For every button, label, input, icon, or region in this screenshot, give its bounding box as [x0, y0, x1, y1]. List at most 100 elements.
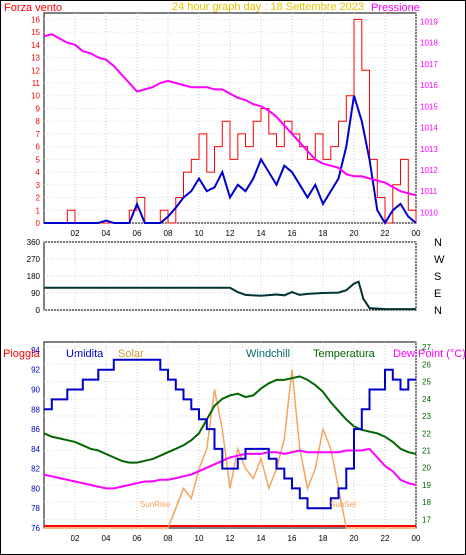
temperature-tick-label: 18 — [422, 498, 431, 507]
wind-tick-label: 7 — [36, 130, 41, 139]
legend-windchill: Windchill — [246, 348, 290, 360]
temperature-tick-label: 26 — [422, 360, 431, 369]
sunset-label: SunSet — [330, 500, 357, 509]
temperature-tick-label: 19 — [422, 481, 431, 490]
direction-axis-ticks: 0 90 180 270 360 — [27, 238, 41, 315]
env-hour-label: 08 — [164, 534, 173, 543]
env-hour-label: 14 — [257, 534, 266, 543]
humidity-tick-label: 92 — [31, 366, 40, 375]
humidity-tick-label: 94 — [31, 346, 40, 355]
wind-axis-label: Forza vento — [4, 2, 62, 14]
wind-tick-label: 14 — [31, 41, 40, 50]
wind-tick-label: 8 — [36, 117, 41, 126]
legend-temperature: Temperatura — [313, 348, 376, 360]
humidity-tick-label: 88 — [31, 405, 40, 414]
humidity-tick-label: 86 — [31, 425, 40, 434]
env-hour-label: 10 — [195, 534, 204, 543]
humidity-line — [44, 358, 416, 510]
direction-tick-label: 180 — [27, 272, 41, 281]
env-hour-label: 12 — [226, 534, 235, 543]
humidity-tick-label: 90 — [31, 385, 40, 394]
pressure-tick-label: 1010 — [420, 208, 438, 217]
humidity-axis-ticks: 76 78 80 82 84 86 88 90 92 94 — [31, 346, 40, 533]
wind-hour-label: 22 — [381, 229, 390, 238]
chart-title: 24 hour graph day : 18 Settembre 2023 — [172, 1, 364, 13]
wind-tick-label: 9 — [36, 104, 41, 113]
wind-tick-label: 5 — [36, 155, 41, 164]
env-hour-label: 18 — [319, 534, 328, 543]
wind-hour-label: 16 — [288, 229, 297, 238]
wind-tick-label: 11 — [32, 79, 41, 88]
pressure-tick-label: 1011 — [420, 187, 438, 196]
env-hour-label: 16 — [288, 534, 297, 543]
wind-tick-label: 16 — [31, 15, 40, 24]
direction-tick-label: 270 — [27, 255, 41, 264]
temperature-axis-ticks: 17 18 19 20 21 22 23 24 25 26 27 — [422, 343, 431, 524]
wind-hour-label: 12 — [226, 229, 235, 238]
env-hour-label: 00 — [412, 534, 421, 543]
direction-tick-label: 90 — [31, 289, 40, 298]
env-hour-label: 22 — [381, 534, 390, 543]
temperature-tick-label: 27 — [422, 343, 431, 352]
direction-panel-grid — [44, 241, 417, 311]
wind-tick-label: 1 — [36, 206, 41, 215]
direction-tick-label: 0 — [36, 306, 41, 315]
wind-average-line — [44, 95, 417, 225]
pressure-axis-ticks: 1010 1011 1012 1013 1014 1015 1016 1017 1018 1019 — [420, 17, 438, 217]
wind-hour-label: 20 — [350, 229, 359, 238]
temperature-tick-label: 24 — [422, 395, 431, 404]
env-hour-label: 20 — [350, 534, 359, 543]
legend-dewpoint: Dew Point (°C) — [393, 348, 466, 360]
wind-gust-line — [44, 18, 417, 224]
pressure-tick-label: 1012 — [420, 166, 438, 175]
wind-hour-label: 00 — [412, 229, 421, 238]
sunrise-label: SunRise — [140, 500, 171, 509]
legend-rain: Pioggia — [3, 348, 41, 360]
wind-hour-label: 10 — [195, 229, 204, 238]
env-hour-label: 02 — [71, 534, 80, 543]
wind-tick-label: 15 — [31, 28, 40, 37]
env-hour-label: 04 — [102, 534, 111, 543]
wind-tick-label: 0 — [36, 219, 41, 228]
solar-line — [44, 369, 416, 529]
wind-tick-label: 4 — [36, 168, 41, 177]
legend-humidity: Umidita — [66, 348, 104, 360]
compass-label: S — [434, 271, 441, 283]
wind-hour-label: 08 — [164, 229, 173, 238]
wind-hour-label: 06 — [133, 229, 142, 238]
wind-hour-ticks: 02 04 06 08 10 12 14 16 18 20 22 00 — [71, 229, 421, 238]
env-hour-label: 06 — [133, 534, 142, 543]
compass-label: N — [434, 305, 442, 317]
pressure-tick-label: 1016 — [420, 81, 438, 90]
temperature-tick-label: 22 — [422, 429, 431, 438]
humidity-tick-label: 84 — [31, 445, 40, 454]
wind-hour-label: 04 — [102, 229, 111, 238]
humidity-tick-label: 76 — [31, 524, 40, 533]
wind-tick-label: 6 — [36, 143, 41, 152]
wind-tick-label: 12 — [31, 66, 40, 75]
pressure-line — [43, 33, 417, 197]
temperature-tick-label: 17 — [422, 515, 431, 524]
pressure-tick-label: 1013 — [420, 145, 438, 154]
pressure-tick-label: 1015 — [420, 102, 438, 111]
compass-label: W — [434, 254, 445, 266]
wind-hour-label: 02 — [71, 229, 80, 238]
temperature-tick-label: 23 — [422, 412, 431, 421]
compass-label: E — [434, 288, 441, 300]
wind-tick-label: 3 — [36, 181, 41, 190]
pressure-tick-label: 1014 — [420, 124, 438, 133]
temperature-line — [43, 375, 417, 464]
wind-tick-label: 10 — [31, 92, 40, 101]
wind-hour-label: 18 — [319, 229, 328, 238]
wind-direction-line — [44, 280, 416, 311]
temperature-tick-label: 21 — [422, 447, 431, 456]
env-hour-ticks: 02 04 06 08 10 12 14 16 18 20 22 00 — [71, 534, 421, 543]
temperature-tick-label: 20 — [422, 464, 431, 473]
temperature-tick-label: 25 — [422, 378, 431, 387]
legend-solar: Solar — [118, 348, 144, 360]
humidity-tick-label: 80 — [31, 484, 40, 493]
